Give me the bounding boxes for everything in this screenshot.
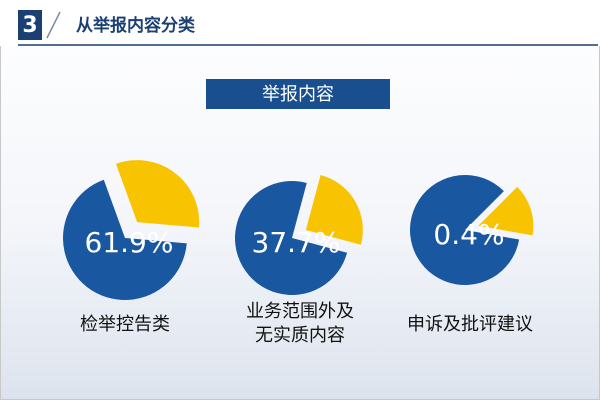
percent-label: 37.7% [252,226,341,259]
pie-slice-blue [409,175,520,286]
header-bar [0,0,600,46]
header-slash [46,11,61,39]
panel-title-box [206,79,390,109]
pie-slice-yellow [305,174,363,245]
header-number-box [18,10,42,40]
pie-slice-blue [235,180,348,295]
panel-title: 举报内容 [262,84,334,105]
percent-label: 61.9% [85,226,174,259]
item-label: 申诉及批评建议 [407,314,533,335]
item-label: 检举控告类 [80,314,170,335]
item-label: 无实质内容 [255,325,345,346]
percent-label: 0.4% [433,218,504,251]
header-number: 3 [22,13,37,38]
pie-slice-yellow [478,186,534,236]
pie-slice-yellow [115,160,200,228]
header-title: 从举报内容分类 [76,15,196,36]
item-label: 业务范围外及 [246,301,354,322]
pie-slice-blue [62,179,187,300]
